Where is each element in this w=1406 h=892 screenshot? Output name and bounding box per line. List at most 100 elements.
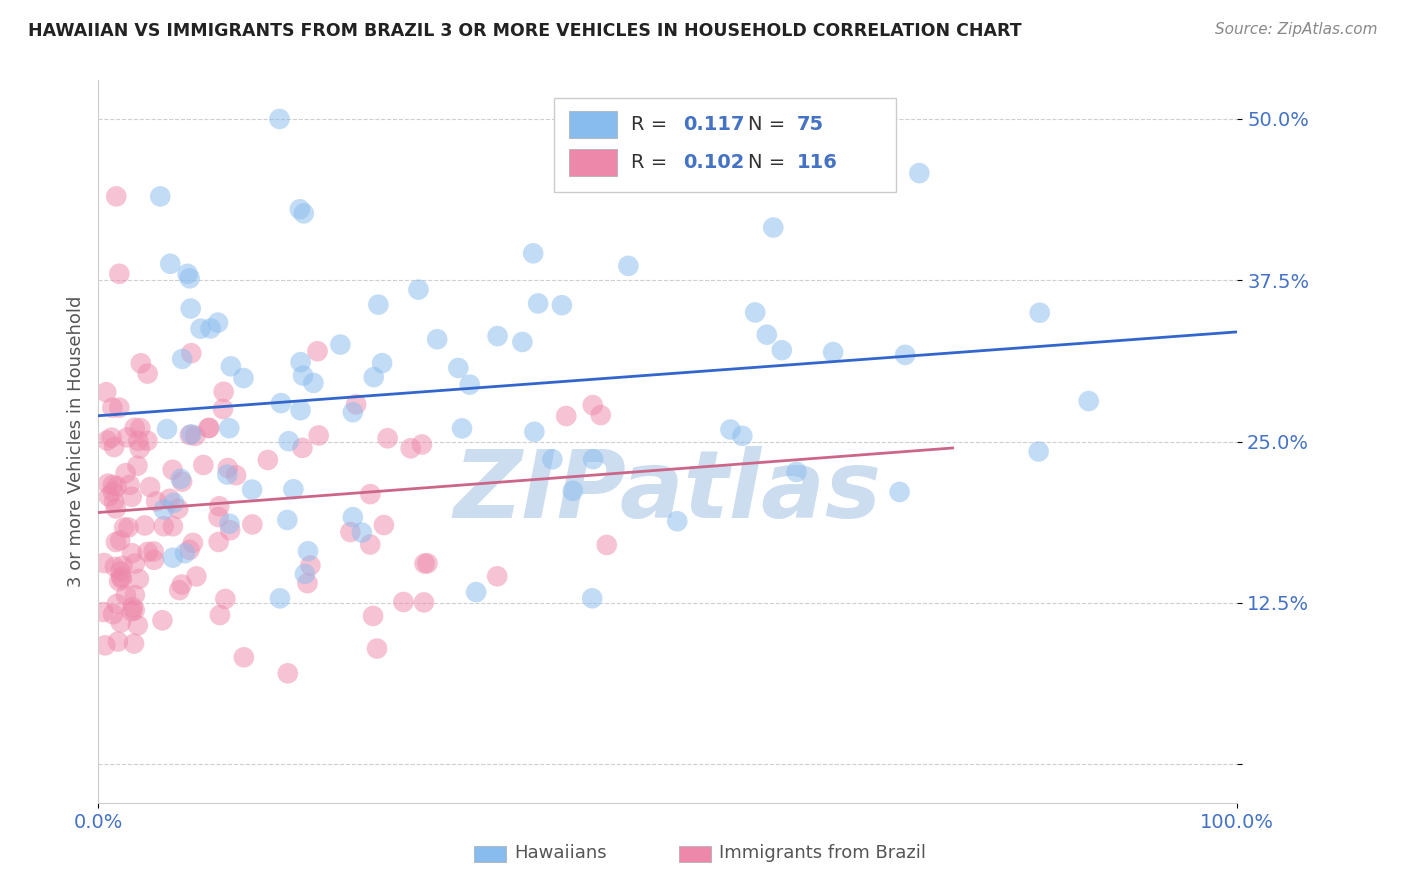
Point: [96, 434, 118, 448]
Text: Immigrants from Brazil: Immigrants from Brazil: [718, 845, 927, 863]
Point: [367, 298, 389, 312]
Point: [162, 550, 184, 565]
Point: [179, 542, 201, 557]
Point: [124, 603, 146, 617]
Point: [114, 588, 136, 602]
Point: [744, 305, 766, 319]
Point: [297, 576, 319, 591]
Point: [197, 421, 219, 435]
Point: [523, 425, 546, 439]
Text: Source: ZipAtlas.com: Source: ZipAtlas.com: [1215, 22, 1378, 37]
Point: [889, 485, 911, 500]
Point: [561, 483, 583, 498]
Point: [218, 421, 240, 435]
Point: [770, 343, 793, 358]
Point: [96, 385, 118, 400]
Point: [666, 514, 689, 528]
Point: [212, 384, 235, 399]
Point: [232, 371, 254, 385]
Point: [103, 494, 125, 508]
Point: [329, 337, 352, 351]
Point: [1029, 306, 1052, 320]
Point: [172, 351, 194, 366]
Point: [308, 428, 330, 442]
Point: [128, 572, 150, 586]
Point: [93, 556, 115, 570]
Point: [290, 403, 312, 417]
Point: [139, 480, 162, 494]
Point: [104, 501, 127, 516]
Point: [411, 437, 433, 451]
Point: [217, 461, 239, 475]
Point: [217, 467, 239, 482]
Point: [121, 600, 143, 615]
Point: [617, 259, 640, 273]
Point: [162, 519, 184, 533]
Point: [731, 429, 754, 443]
Point: [101, 484, 124, 499]
Point: [100, 431, 122, 445]
Point: [181, 536, 204, 550]
Text: 116: 116: [797, 153, 838, 172]
Point: [225, 468, 247, 483]
Point: [105, 479, 128, 493]
Point: [373, 518, 395, 533]
Point: [908, 166, 931, 180]
Point: [342, 510, 364, 524]
Point: [408, 283, 430, 297]
Point: [299, 558, 322, 573]
Point: [124, 557, 146, 571]
Point: [581, 591, 603, 606]
Point: [294, 566, 316, 581]
Point: [193, 458, 215, 472]
Point: [218, 516, 240, 531]
Y-axis label: 3 or more Vehicles in Household: 3 or more Vehicles in Household: [66, 296, 84, 587]
Point: [136, 367, 159, 381]
Point: [167, 501, 190, 516]
Point: [172, 475, 194, 489]
Point: [256, 453, 278, 467]
Point: [179, 271, 201, 285]
Point: [269, 112, 291, 126]
Point: [371, 356, 394, 370]
Point: [110, 615, 132, 630]
Text: N =: N =: [748, 153, 792, 172]
Point: [110, 570, 132, 584]
Point: [115, 430, 138, 444]
FancyBboxPatch shape: [569, 149, 617, 177]
Point: [118, 478, 141, 492]
Point: [152, 519, 174, 533]
Text: 75: 75: [797, 115, 824, 134]
Text: R =: R =: [631, 153, 673, 172]
Point: [174, 546, 197, 560]
Point: [159, 257, 181, 271]
Point: [142, 544, 165, 558]
Point: [582, 452, 605, 467]
Point: [101, 401, 124, 415]
Point: [110, 564, 132, 578]
Point: [465, 585, 488, 599]
Point: [200, 321, 222, 335]
Point: [93, 605, 115, 619]
Point: [105, 597, 128, 611]
Text: Hawaiians: Hawaiians: [515, 845, 607, 863]
Point: [111, 572, 134, 586]
Point: [720, 423, 742, 437]
Point: [755, 327, 778, 342]
Point: [208, 500, 231, 514]
Point: [136, 545, 159, 559]
Text: 0.117: 0.117: [683, 115, 744, 134]
Point: [108, 267, 131, 281]
Point: [97, 490, 120, 504]
Point: [122, 637, 145, 651]
Point: [392, 595, 415, 609]
Point: [107, 634, 129, 648]
Point: [762, 220, 785, 235]
Point: [292, 206, 315, 220]
Point: [170, 472, 193, 486]
Point: [541, 452, 564, 467]
Point: [413, 557, 436, 571]
Point: [127, 434, 149, 448]
Point: [180, 346, 202, 360]
FancyBboxPatch shape: [474, 847, 506, 862]
